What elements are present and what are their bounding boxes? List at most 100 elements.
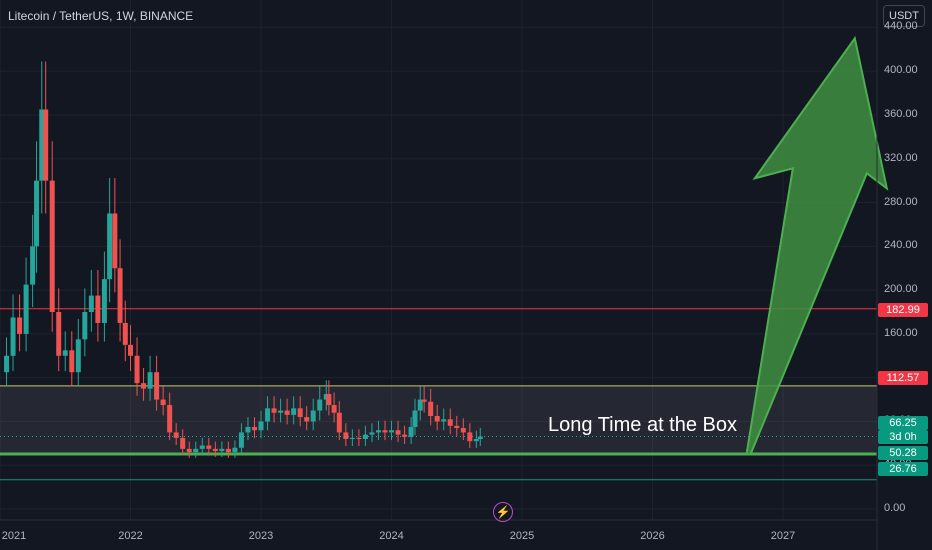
candle-body	[417, 399, 423, 411]
price-tick-label: 200.00	[884, 283, 918, 296]
price-tick-label: 320.00	[884, 151, 918, 164]
resistance-price-label: 182.99	[878, 303, 928, 317]
candle-body	[395, 430, 401, 435]
candle-body	[167, 405, 173, 433]
candle-body	[362, 434, 368, 439]
candle-body	[82, 312, 88, 340]
candle-body	[402, 434, 408, 437]
horizontal-levels	[0, 308, 877, 481]
candle-body	[349, 437, 355, 439]
candle-body	[107, 213, 113, 280]
candle-body	[225, 448, 231, 453]
candle-body	[297, 408, 303, 418]
candle-body	[447, 419, 453, 426]
candle-body	[43, 109, 49, 181]
price-tick-label: 160.00	[884, 326, 918, 339]
candle-body	[310, 410, 316, 422]
candle-body	[112, 213, 118, 269]
candle-body	[199, 445, 205, 449]
candle-body	[141, 383, 147, 389]
candle-body	[101, 279, 107, 323]
price-tick-label: 360.00	[884, 107, 918, 120]
candle-body	[238, 432, 244, 448]
candle-body	[10, 317, 16, 356]
candles	[4, 61, 483, 458]
time-tick-label: 2024	[379, 530, 404, 542]
candle-body	[473, 438, 479, 442]
last-price-label: 66.25	[878, 416, 928, 430]
candle-body	[193, 448, 199, 453]
time-tick-label: 2025	[509, 530, 535, 542]
price-tick-label: 400.00	[884, 64, 918, 77]
candle-body	[323, 394, 329, 400]
candle-body	[39, 109, 45, 181]
box-bottom-price-label: 50.28	[878, 446, 928, 460]
candle-body	[34, 180, 40, 247]
candle-body	[375, 430, 381, 433]
candle-body	[186, 448, 192, 453]
time-tick-label: 2023	[248, 530, 274, 542]
candle-body	[128, 344, 134, 356]
candle-body	[173, 432, 179, 438]
candle-body	[271, 408, 277, 413]
candle-body	[17, 317, 23, 334]
candle-body	[421, 399, 427, 402]
lightning-icon[interactable]: ⚡	[493, 502, 513, 522]
candle-body	[369, 432, 375, 435]
candle-body	[154, 372, 160, 400]
candle-body	[454, 425, 460, 429]
currency-button[interactable]: USDT	[883, 5, 925, 27]
candle-body	[408, 426, 414, 437]
candle-body	[232, 447, 238, 453]
candle-body	[317, 399, 323, 411]
candle-body	[382, 430, 388, 433]
candle-body	[278, 410, 284, 413]
candle-body	[49, 180, 55, 312]
candle-body	[56, 312, 62, 356]
chart-title: Litecoin / TetherUS, 1W, BINANCE	[8, 9, 194, 23]
candle-body	[460, 428, 466, 433]
price-tick-label: 240.00	[884, 239, 918, 252]
candle-body	[258, 421, 264, 431]
time-tick-label: 2022	[118, 530, 143, 542]
candle-body	[389, 430, 395, 433]
candle-body	[434, 416, 440, 422]
candle-body	[245, 426, 251, 433]
bullish-arrow	[745, 35, 889, 456]
candle-body	[441, 419, 447, 422]
candle-body	[88, 295, 94, 312]
candle-body	[206, 445, 212, 449]
candle-body	[284, 410, 290, 415]
candle-body	[265, 408, 271, 422]
candle-body	[160, 399, 166, 406]
time-tick-label: 2021	[1, 530, 27, 542]
candle-body	[428, 401, 434, 416]
support-price-label: 26.76	[878, 462, 928, 476]
price-tick-label: 0.00	[884, 502, 906, 515]
candle-body	[291, 408, 297, 415]
candle-body	[117, 268, 123, 323]
candle-body	[326, 394, 332, 406]
box-annotation: Long Time at the Box	[548, 414, 738, 436]
price-tick-label: 440.00	[884, 20, 918, 33]
candle-body	[467, 432, 473, 442]
box-top-price-label: 112.57	[878, 371, 928, 385]
candle-body	[69, 350, 75, 373]
candle-body	[343, 432, 349, 439]
candle-body	[412, 410, 418, 427]
candle-body	[122, 322, 128, 345]
candle-body	[336, 412, 342, 433]
candle-body	[23, 284, 29, 334]
candle-body	[147, 372, 153, 389]
candle-countdown-label: 3d 0h	[878, 430, 928, 444]
candle-body	[356, 437, 362, 439]
candle-body	[95, 295, 101, 323]
candle-body	[4, 355, 10, 373]
candle-body	[75, 339, 81, 373]
candle-body	[134, 355, 140, 384]
candle-body	[304, 417, 310, 422]
candle-body	[251, 426, 257, 431]
candle-body	[30, 246, 36, 285]
candle-body	[212, 448, 218, 452]
